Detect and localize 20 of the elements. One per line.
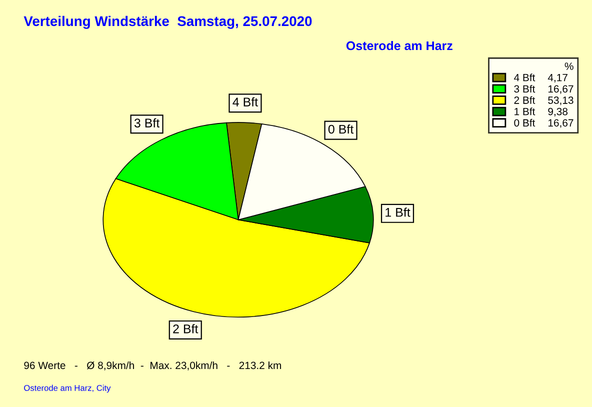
- text: 96 Werte - Ø 8,9km/h - Max. 23,0km/h - 213.2 km: [24, 361, 281, 370]
- legend-label: 3 Bft: [514, 84, 536, 93]
- legend-title: %: [564, 62, 574, 70]
- chart-title: Verteilung Windstärke Samstag, 25.07.2020: [24, 16, 312, 29]
- chart-subtitle: Osterode am Harz: [346, 40, 452, 50]
- data-label: 16,67: [548, 85, 574, 94]
- data-label: 53,13: [548, 96, 574, 106]
- category-label: 2 Bft: [173, 324, 198, 334]
- slice-label: 1 Bft: [386, 208, 410, 217]
- data-label: 9,38: [548, 108, 568, 116]
- data-label: 4,17: [548, 74, 568, 82]
- legend-label: 2 Bft: [514, 96, 536, 104]
- legend-label: 0 Bft: [514, 118, 536, 127]
- data-label: 16,67: [548, 119, 574, 128]
- slice-label: 4 Bft: [232, 97, 258, 106]
- legend-label: 4 Bft: [514, 74, 536, 82]
- slice-label: 3 Bft: [134, 118, 160, 128]
- slice-label: 0 Bft: [328, 124, 354, 134]
- legend-label: 1 Bft: [514, 108, 536, 116]
- text: Osterode am Harz, City: [24, 384, 111, 393]
